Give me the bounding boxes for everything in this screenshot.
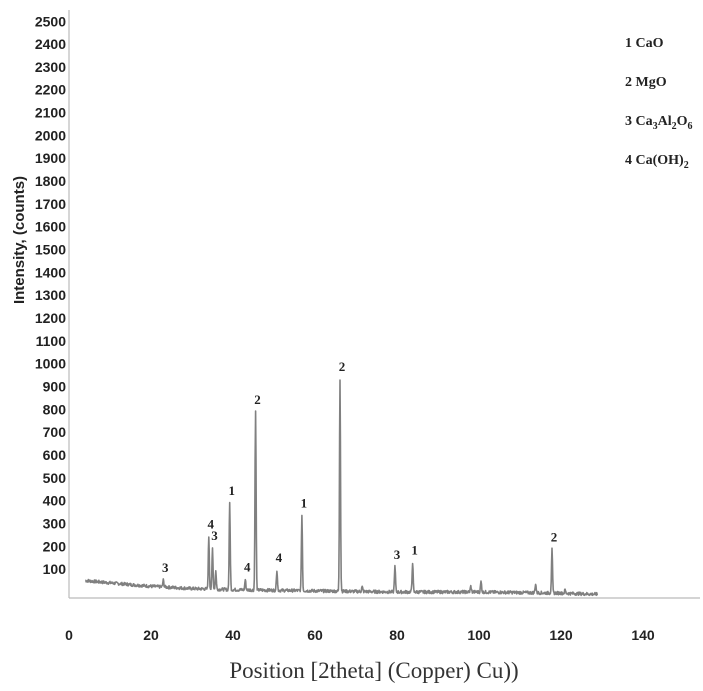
y-tick-label: 600 bbox=[43, 447, 67, 463]
peak-label: 3 bbox=[211, 528, 218, 543]
x-axis-title: Position [2theta] (Copper) Cu)) bbox=[229, 658, 518, 683]
legend-entry: 1 CaO bbox=[625, 36, 664, 51]
x-tick-label: 40 bbox=[225, 627, 241, 643]
peak-label: 2 bbox=[551, 530, 558, 545]
y-tick-label: 300 bbox=[43, 516, 67, 532]
y-tick-label: 500 bbox=[43, 470, 67, 486]
y-tick-label: 1300 bbox=[35, 287, 66, 303]
peak-label: 3 bbox=[394, 547, 401, 562]
y-tick-label: 2000 bbox=[35, 127, 66, 143]
peak-label: 2 bbox=[254, 392, 261, 407]
x-tick-label: 100 bbox=[467, 627, 491, 643]
peak-label: 4 bbox=[244, 560, 251, 575]
x-tick-label: 0 bbox=[65, 627, 73, 643]
y-tick-label: 1400 bbox=[35, 264, 66, 280]
y-tick-label: 1500 bbox=[35, 242, 66, 258]
peak-label: 3 bbox=[162, 560, 169, 575]
y-tick-label: 1900 bbox=[35, 150, 66, 166]
y-tick-label: 2100 bbox=[35, 105, 66, 121]
xrd-pattern-line bbox=[85, 379, 599, 597]
y-tick-labels: 100 200 300 400 500 600 700 800 900 1000 1100 1200 1… bbox=[35, 13, 66, 577]
legend: 1 CaO 2 MgO 3 Ca3Al2O6 4 Ca(OH)2 bbox=[625, 36, 693, 171]
peak-label: 2 bbox=[339, 359, 346, 374]
x-tick-label: 60 bbox=[307, 627, 323, 643]
legend-entry: 2 MgO bbox=[625, 75, 667, 90]
peak-label: 4 bbox=[276, 550, 283, 565]
y-tick-label: 1700 bbox=[35, 196, 66, 212]
y-tick-label: 2300 bbox=[35, 59, 66, 75]
x-tick-label: 80 bbox=[389, 627, 405, 643]
y-tick-label: 1800 bbox=[35, 173, 66, 189]
y-tick-label: 1200 bbox=[35, 310, 66, 326]
y-tick-label: 800 bbox=[43, 401, 67, 417]
legend-entry: 4 Ca(OH)2 bbox=[625, 153, 689, 171]
y-tick-label: 2200 bbox=[35, 82, 66, 98]
y-tick-label: 2400 bbox=[35, 36, 66, 52]
x-tick-label: 140 bbox=[631, 627, 655, 643]
y-axis-title: Intensity, (counts) bbox=[11, 176, 28, 304]
y-tick-label: 1600 bbox=[35, 219, 66, 235]
peak-label: 1 bbox=[228, 483, 235, 498]
x-tick-labels: 0 20 40 60 80 100 120 140 bbox=[65, 627, 655, 643]
y-tick-label: 1100 bbox=[36, 333, 67, 349]
x-tick-label: 120 bbox=[549, 627, 573, 643]
x-tick-label: 20 bbox=[143, 627, 159, 643]
y-tick-label: 700 bbox=[43, 424, 67, 440]
axes bbox=[68, 10, 700, 599]
peak-label: 1 bbox=[301, 495, 308, 510]
y-tick-label: 900 bbox=[43, 379, 67, 395]
peak-label: 4 bbox=[208, 517, 215, 532]
y-tick-label: 400 bbox=[43, 493, 67, 509]
y-tick-label: 200 bbox=[43, 538, 67, 554]
y-tick-label: 100 bbox=[43, 561, 67, 577]
peak-label: 1 bbox=[411, 542, 418, 557]
y-tick-label: 1000 bbox=[35, 356, 66, 372]
legend-entry: 3 Ca3Al2O6 bbox=[625, 114, 693, 132]
y-tick-label: 2500 bbox=[35, 13, 66, 29]
